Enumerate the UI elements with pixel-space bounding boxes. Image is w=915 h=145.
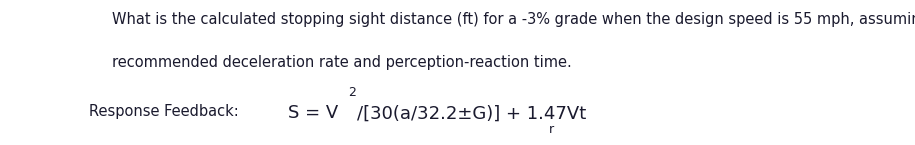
Text: /[30(a/32.2±G)] + 1.47Vt: /[30(a/32.2±G)] + 1.47Vt — [357, 104, 587, 122]
Text: Response Feedback:: Response Feedback: — [89, 104, 239, 119]
Text: r: r — [549, 123, 554, 136]
Text: What is the calculated stopping sight distance (ft) for a -3% grade when the des: What is the calculated stopping sight di… — [112, 12, 915, 27]
Text: S = V: S = V — [288, 104, 339, 122]
Text: 2: 2 — [348, 86, 356, 99]
Text: recommended deceleration rate and perception-reaction time.: recommended deceleration rate and percep… — [112, 55, 571, 70]
